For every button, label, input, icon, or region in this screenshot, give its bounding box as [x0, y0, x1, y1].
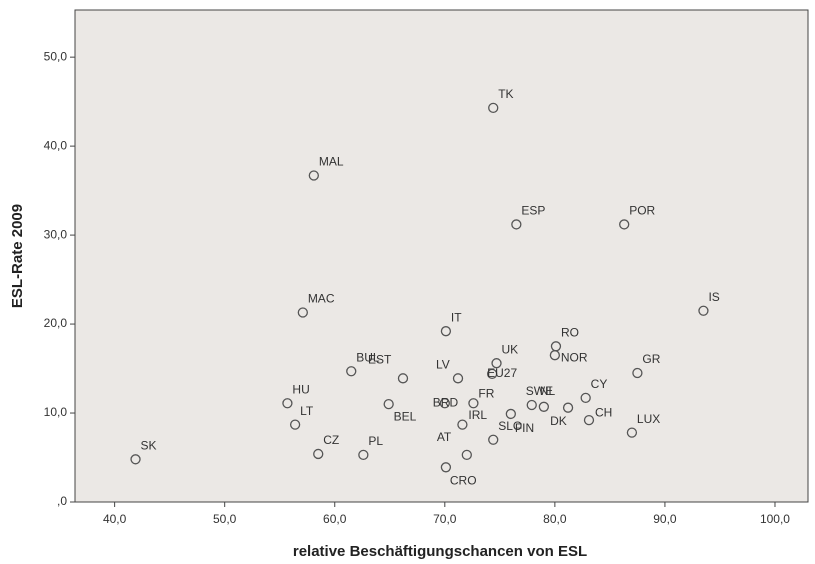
point: [346, 366, 357, 377]
point-label: MAC: [308, 292, 335, 306]
x-tick-label: 100,0: [760, 512, 790, 526]
x-tick-label: 70,0: [433, 512, 457, 526]
point-label: FR: [478, 386, 494, 400]
point-label: SK: [141, 438, 157, 452]
point: [383, 398, 394, 410]
y-tick-label: 50,0: [44, 49, 68, 63]
point-label: UK: [502, 342, 519, 356]
point: [397, 373, 409, 384]
point: [698, 305, 709, 316]
point: [289, 419, 301, 430]
x-tick-label: 90,0: [653, 512, 677, 526]
point: [486, 368, 498, 380]
point-label: GR: [642, 352, 660, 366]
point: [580, 392, 591, 404]
point-label: LUX: [637, 412, 660, 426]
y-tick-label: ,0: [57, 494, 67, 508]
point: [313, 448, 324, 460]
point: [297, 307, 308, 318]
point: [505, 408, 516, 420]
point-label: NOR: [561, 350, 588, 364]
point-label: TK: [498, 87, 513, 101]
point-label: POR: [629, 204, 655, 218]
point: [358, 449, 369, 460]
x-tick-label: 60,0: [323, 512, 347, 526]
point-label: RO: [561, 325, 579, 339]
point: [549, 350, 561, 361]
point: [130, 454, 141, 465]
point: [452, 373, 464, 384]
y-tick-label: 30,0: [44, 227, 68, 241]
point: [440, 326, 452, 337]
point: [488, 102, 499, 114]
point-label: EST: [368, 353, 392, 367]
y-axis-title: ESL-Rate 2009: [9, 204, 26, 308]
point: [440, 462, 452, 473]
point-label: CZ: [323, 433, 339, 447]
point-label: LT: [300, 404, 314, 418]
point-label: SWE: [526, 384, 553, 398]
point-label: HU: [292, 382, 309, 396]
point: [511, 219, 522, 230]
plot-area: [74, 9, 809, 503]
point-label: ESP: [521, 204, 545, 218]
point: [583, 414, 595, 426]
point-label: AT: [437, 430, 452, 444]
y-tick-label: 20,0: [44, 316, 68, 330]
point-label: BUL: [356, 350, 380, 364]
y-tick-label: 40,0: [44, 138, 68, 152]
point-label: IS: [708, 290, 719, 304]
point-label: LV: [436, 358, 450, 372]
point: [457, 419, 468, 430]
point-label: DK: [550, 414, 567, 428]
point-label: MAL: [319, 155, 344, 169]
x-tick-label: 80,0: [543, 512, 567, 526]
point-label: SLO: [498, 419, 522, 433]
x-axis-title: relative Beschäftigungschancen von ESL: [293, 543, 587, 560]
point-label: PL: [368, 434, 383, 448]
point-label: NL: [540, 384, 556, 398]
point-label: EU27: [487, 366, 517, 380]
point-label: CRO: [450, 473, 477, 487]
x-tick-label: 50,0: [213, 512, 237, 526]
point: [526, 399, 537, 411]
point: [619, 219, 630, 230]
point: [439, 398, 450, 409]
point: [282, 398, 293, 409]
x-tick-label: 40,0: [103, 512, 127, 526]
point-label: CH: [595, 405, 612, 419]
point: [308, 170, 319, 181]
point-label: CY: [591, 377, 608, 391]
point: [491, 358, 502, 369]
point-label: FIN: [515, 421, 534, 435]
point: [488, 434, 499, 445]
point: [562, 402, 574, 413]
point: [461, 449, 472, 460]
point: [468, 398, 479, 409]
point: [626, 427, 638, 438]
point-label: IRL: [468, 408, 487, 422]
point-label: BRD: [433, 395, 459, 409]
point-label: BEL: [394, 409, 417, 423]
point: [632, 367, 643, 379]
point-label: IT: [451, 310, 462, 324]
y-tick-label: 10,0: [44, 405, 68, 419]
point: [538, 401, 550, 412]
